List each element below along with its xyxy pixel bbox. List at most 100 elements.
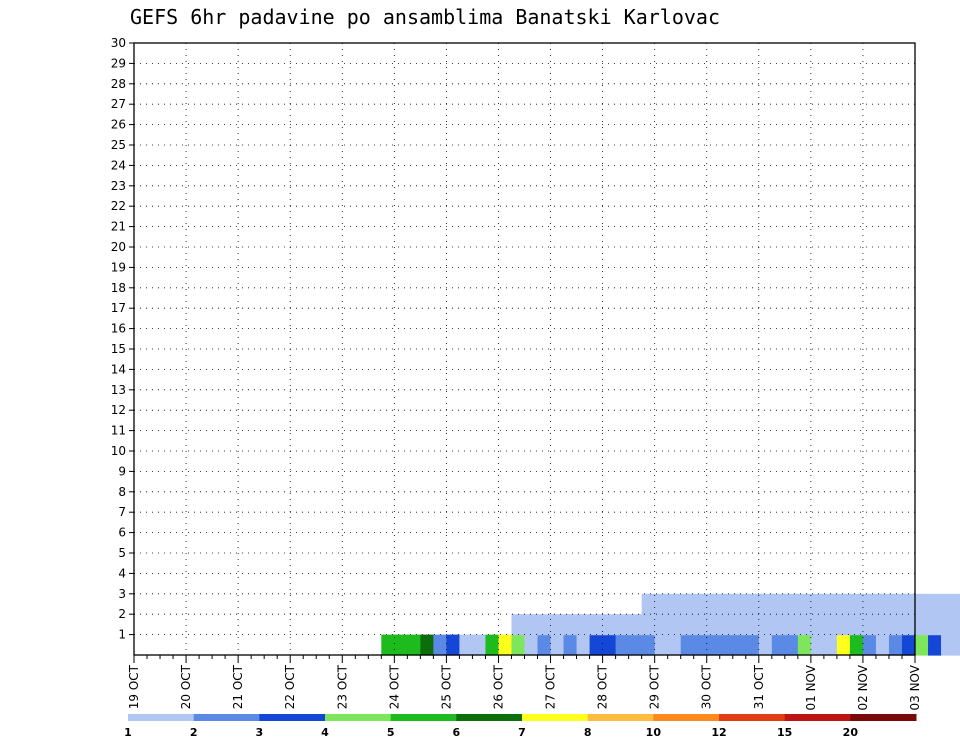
colorbar-swatch [653, 714, 720, 721]
y-tick-label: 13 [111, 383, 126, 397]
colorbar-swatch [259, 714, 326, 721]
y-tick-label: 10 [111, 444, 126, 458]
precip-cell [563, 614, 578, 636]
colorbar-label: 12 [711, 726, 726, 739]
x-tick-label: 02 NOV [856, 664, 870, 710]
precip-cell [667, 634, 682, 656]
precip-cell [875, 593, 890, 615]
precip-cell [758, 593, 773, 615]
y-tick-label: 29 [111, 56, 126, 70]
precip-cell [472, 634, 487, 656]
x-tick-label: 01 NOV [804, 664, 818, 710]
precip-cell [745, 634, 760, 656]
precip-cell [836, 593, 851, 615]
x-tick-label: 22 OCT [283, 664, 297, 709]
precip-cell [719, 593, 734, 615]
precip-cell [524, 614, 539, 636]
precip-cell [915, 614, 929, 636]
colorbar-label: 15 [777, 726, 792, 739]
y-tick-label: 18 [111, 281, 126, 295]
precip-cell [511, 634, 526, 656]
precip-cell [680, 593, 695, 615]
y-axis-ticks: 1234567891011121314151617181920212223242… [111, 36, 134, 642]
precip-cell [641, 634, 656, 656]
precip-cell [862, 634, 877, 656]
precip-cell [693, 614, 708, 636]
precip-cell [654, 593, 669, 615]
colorbar-label: 10 [646, 726, 662, 739]
precip-cell [602, 634, 617, 656]
precip-cell [381, 634, 395, 656]
precip-cell [485, 634, 500, 656]
precip-cell [459, 634, 474, 656]
precip-cell [784, 614, 799, 636]
precip-cell [836, 614, 851, 636]
x-tick-label: 03 NOV [908, 664, 922, 710]
precip-cell [693, 593, 708, 615]
precip-cell [446, 634, 461, 656]
precip-cell [810, 614, 825, 636]
precip-cell [888, 593, 903, 615]
precip-cell [654, 614, 669, 636]
colorbar-swatch [850, 714, 917, 721]
colorbar-swatch [522, 714, 589, 721]
colorbar-label: 2 [190, 726, 198, 739]
precip-cell [784, 593, 799, 615]
precip-cell [511, 614, 526, 636]
precip-cell [941, 614, 955, 636]
precip-cell [771, 614, 786, 636]
precip-cell [849, 614, 864, 636]
precip-cell [628, 614, 643, 636]
precip-cell [797, 614, 812, 636]
precip-cell [901, 593, 916, 615]
precip-cell [771, 634, 786, 656]
colorbar-swatch [128, 714, 195, 721]
precip-cell [706, 614, 721, 636]
y-tick-label: 25 [111, 138, 126, 152]
precip-cell [954, 634, 960, 656]
precip-cell [941, 593, 955, 615]
y-tick-label: 19 [111, 260, 126, 274]
precip-cell [849, 634, 864, 656]
precip-cell [836, 634, 851, 656]
y-tick-label: 22 [111, 199, 126, 213]
grid-lines [134, 43, 915, 655]
precip-cell [420, 634, 434, 656]
precip-cell [576, 614, 591, 636]
colorbar-label: 6 [453, 726, 461, 739]
precip-cell [641, 593, 656, 615]
precip-cell [667, 614, 682, 636]
precip-cell [537, 614, 552, 636]
colorbar-swatch [193, 714, 260, 721]
y-tick-label: 6 [118, 526, 126, 540]
colorbar-label: 4 [321, 726, 329, 739]
x-tick-label: 27 OCT [544, 664, 558, 709]
colorbar-swatch [719, 714, 786, 721]
precip-cell [732, 593, 747, 615]
precip-cell [784, 634, 799, 656]
precip-cell [706, 593, 721, 615]
precip-cell [745, 593, 760, 615]
precip-cell [928, 593, 942, 615]
y-tick-label: 16 [111, 322, 126, 336]
precip-cell [758, 634, 773, 656]
colorbar-swatch [784, 714, 851, 721]
y-tick-label: 11 [111, 424, 126, 438]
y-tick-label: 23 [111, 179, 126, 193]
y-tick-label: 26 [111, 118, 126, 132]
colorbar-swatch [325, 714, 392, 721]
y-tick-label: 17 [111, 301, 126, 315]
precip-cell [771, 593, 786, 615]
y-tick-label: 14 [111, 362, 126, 376]
colorbar: 1 2 3 4 5 6 7 8 10 12 15 20 [124, 714, 917, 739]
y-tick-label: 21 [111, 220, 126, 234]
precip-cell [901, 634, 916, 656]
precip-cell [954, 614, 960, 636]
y-tick-label: 1 [118, 628, 126, 642]
precip-cell [706, 634, 721, 656]
precip-cell [680, 634, 695, 656]
precip-cell [693, 634, 708, 656]
precip-cell [928, 634, 942, 656]
precip-cell [862, 593, 877, 615]
